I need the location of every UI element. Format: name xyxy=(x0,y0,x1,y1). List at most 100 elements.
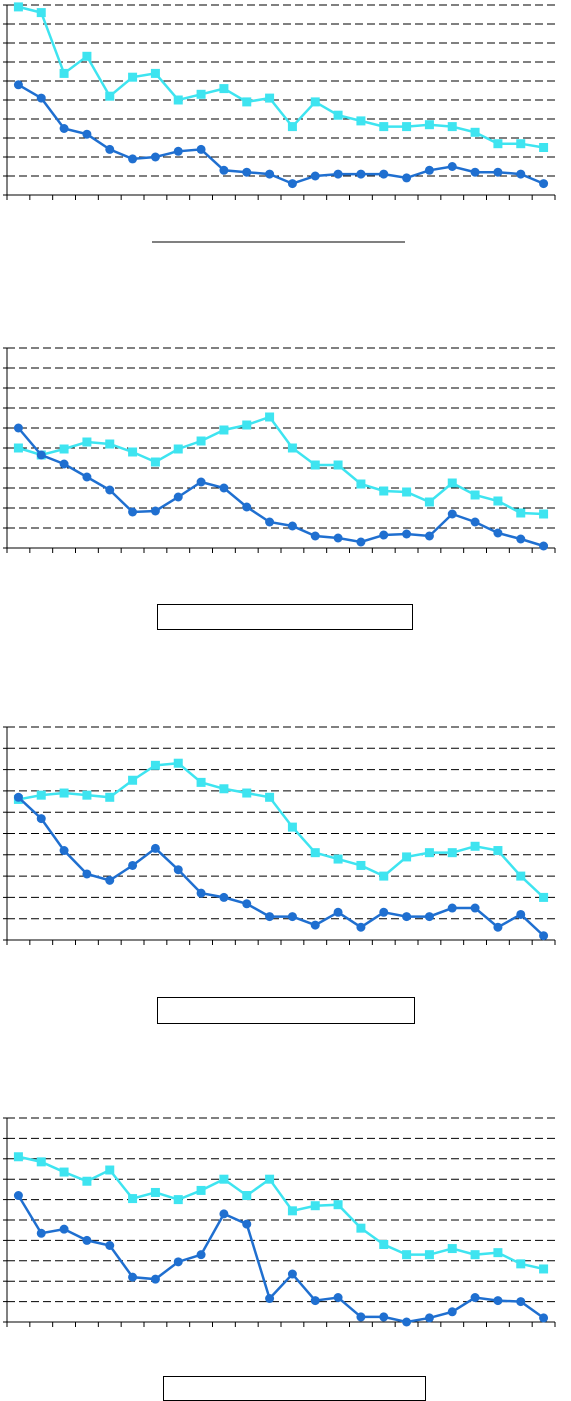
marker xyxy=(150,1187,160,1197)
marker xyxy=(150,152,160,162)
marker xyxy=(82,51,92,61)
legend-box xyxy=(163,1376,426,1401)
marker xyxy=(424,1250,434,1260)
marker xyxy=(13,423,23,433)
marker xyxy=(242,788,252,798)
marker xyxy=(447,1244,457,1254)
marker xyxy=(447,122,457,132)
marker xyxy=(402,1317,412,1327)
marker xyxy=(59,1167,69,1177)
marker xyxy=(493,139,503,149)
marker xyxy=(287,822,297,832)
marker xyxy=(196,477,206,487)
marker xyxy=(173,1257,183,1267)
marker xyxy=(470,903,480,913)
marker xyxy=(287,912,297,922)
marker xyxy=(539,179,549,189)
marker xyxy=(333,533,343,543)
marker xyxy=(356,479,366,489)
marker xyxy=(287,122,297,132)
marker xyxy=(379,907,389,917)
marker xyxy=(59,444,69,454)
marker xyxy=(150,457,160,467)
marker xyxy=(82,1235,92,1245)
marker xyxy=(356,169,366,179)
marker xyxy=(310,1296,320,1306)
marker xyxy=(539,1313,549,1323)
marker xyxy=(333,460,343,470)
marker xyxy=(539,143,549,152)
marker xyxy=(470,167,480,177)
marker xyxy=(310,171,320,181)
marker xyxy=(128,775,138,785)
marker xyxy=(333,1200,343,1210)
marker xyxy=(242,167,252,177)
marker xyxy=(265,169,275,179)
marker xyxy=(265,912,275,922)
marker xyxy=(173,1195,183,1205)
marker xyxy=(447,162,457,171)
marker xyxy=(265,517,275,527)
marker xyxy=(105,439,115,449)
marker xyxy=(333,907,343,917)
marker xyxy=(333,110,343,120)
marker xyxy=(447,509,457,519)
marker xyxy=(219,483,229,493)
marker xyxy=(379,1239,389,1249)
marker xyxy=(447,478,457,488)
marker xyxy=(379,530,389,540)
marker xyxy=(516,909,526,919)
marker xyxy=(36,814,46,824)
marker xyxy=(402,529,412,539)
marker xyxy=(310,920,320,930)
marker xyxy=(196,1250,206,1260)
marker xyxy=(333,1293,343,1303)
marker xyxy=(59,459,69,469)
marker xyxy=(173,865,183,875)
marker xyxy=(128,154,138,164)
marker xyxy=(539,892,549,902)
marker xyxy=(539,931,549,941)
marker xyxy=(105,1241,115,1250)
marker xyxy=(265,1294,275,1304)
marker xyxy=(150,1274,160,1284)
marker xyxy=(493,846,503,856)
marker xyxy=(219,1209,229,1219)
marker xyxy=(287,1206,297,1216)
marker xyxy=(128,1194,138,1204)
marker xyxy=(379,122,389,132)
marker xyxy=(424,120,434,130)
marker xyxy=(13,2,23,12)
marker xyxy=(219,165,229,175)
marker xyxy=(196,436,206,446)
marker xyxy=(493,1248,503,1258)
marker xyxy=(36,450,46,460)
marker xyxy=(493,1296,503,1306)
marker xyxy=(402,173,412,183)
marker xyxy=(516,508,526,518)
marker xyxy=(219,784,229,794)
marker xyxy=(36,8,46,18)
marker xyxy=(219,84,229,94)
marker xyxy=(265,1174,275,1184)
marker xyxy=(128,72,138,82)
marker xyxy=(82,869,92,879)
marker xyxy=(150,68,160,78)
marker xyxy=(196,777,206,787)
marker xyxy=(516,534,526,544)
marker xyxy=(379,871,389,881)
marker xyxy=(447,1307,457,1317)
series-line xyxy=(18,5,544,149)
marker xyxy=(59,846,69,856)
marker xyxy=(287,1269,297,1279)
marker xyxy=(287,443,297,453)
marker xyxy=(36,93,46,103)
marker xyxy=(59,124,69,133)
marker xyxy=(173,492,183,502)
marker xyxy=(333,169,343,179)
marker xyxy=(59,788,69,798)
marker xyxy=(310,97,320,107)
legend-box xyxy=(157,604,413,630)
marker xyxy=(82,472,92,482)
